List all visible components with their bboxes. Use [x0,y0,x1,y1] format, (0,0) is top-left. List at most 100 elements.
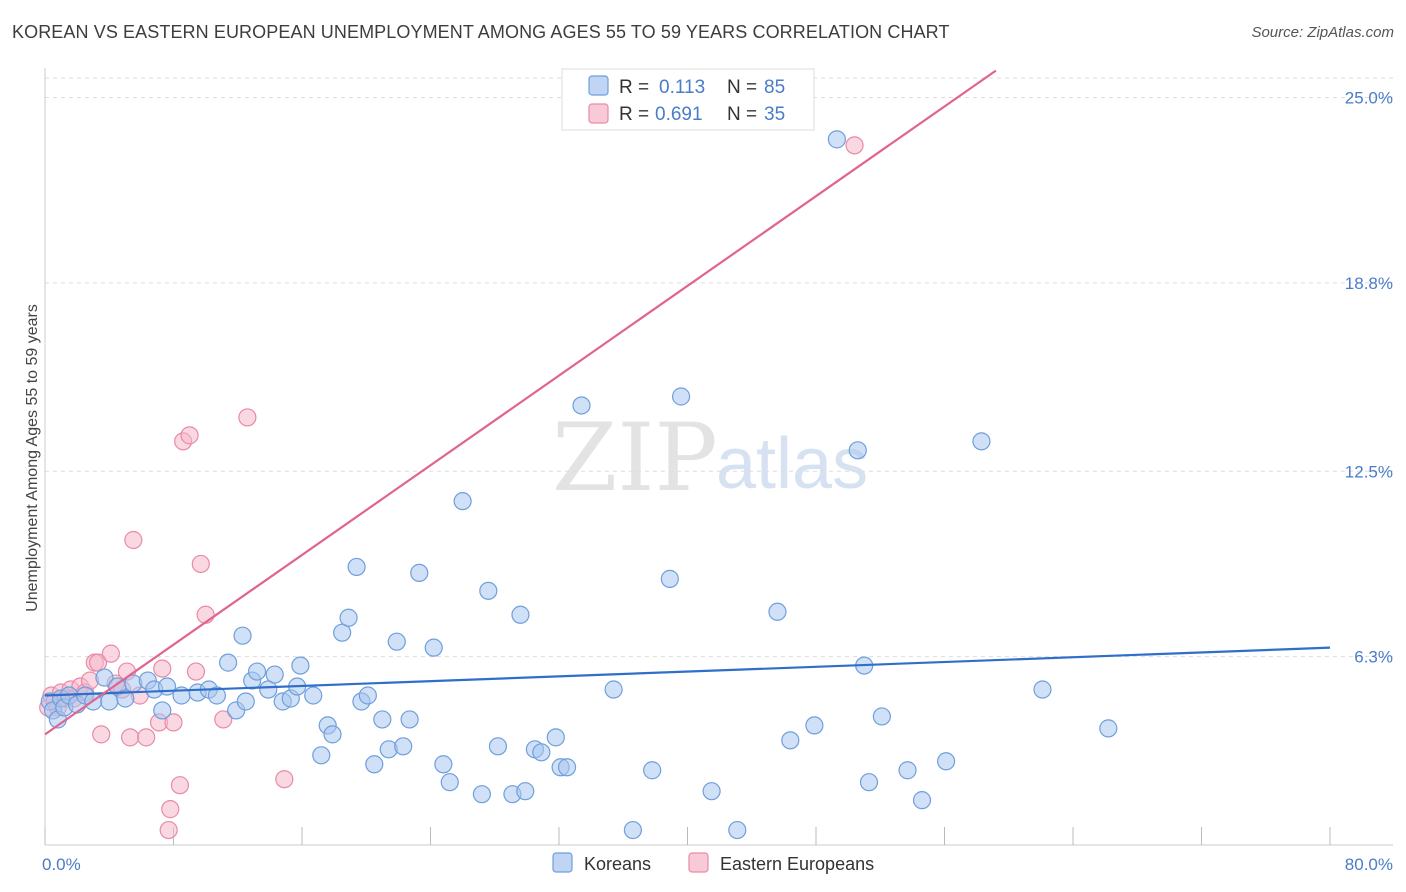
koreans-point [236,692,255,711]
koreans-point [572,396,591,415]
koreans-point [440,773,459,792]
x-tick-labels: 0.0% 80.0% [42,855,1393,874]
koreans-point [643,761,662,780]
koreans-point [1033,680,1052,699]
koreans-point [604,680,623,699]
source-credit: Source: ZipAtlas.com [1251,24,1394,41]
eastern-europeans-trend-line [44,69,997,736]
koreans-point [972,432,991,451]
bottom-legend-label-eastern: Eastern Europeans [720,854,874,874]
eastern-europeans-point [121,728,140,747]
koreans-point [247,662,267,681]
eastern-europeans-point [137,728,156,747]
koreans-point [702,782,721,801]
gridlines [45,77,1393,658]
bottom-legend: Koreans Eastern Europeans [552,852,874,874]
eastern-europeans-point [214,710,233,729]
bottom-legend-swatch-eastern [688,852,709,873]
watermark-atlas: atlas [716,424,868,504]
y-tick-label: 6.3% [1354,648,1393,667]
bottom-legend-swatch-koreans [552,852,573,873]
koreans-point [424,638,443,657]
koreans-point [898,761,917,780]
legend-r-label-eastern: R = [619,104,649,125]
koreans-point [365,755,384,774]
koreans-point [781,731,800,750]
legend-n-label-koreans: N = [727,77,757,98]
koreans-point [671,387,691,406]
koreans-point [153,701,172,720]
koreans-point [768,602,787,621]
eastern-europeans-point [124,530,143,550]
koreans-point [347,557,366,577]
bottom-legend-label-koreans: Koreans [584,854,651,874]
koreans-point [304,686,323,705]
koreans-point [453,492,472,511]
koreans-point [323,725,342,744]
koreans-point [728,820,747,840]
x-tick-label-min: 0.0% [42,855,81,874]
koreans-point [805,716,824,735]
koreans-point [937,752,956,771]
y-tick-labels: 6.3% 12.5% 18.8% 25.0% [1345,89,1393,667]
koreans-point [532,743,551,762]
koreans-point [333,623,352,642]
chart-title: KOREAN VS EASTERN EUROPEAN UNEMPLOYMENT … [12,22,950,42]
legend-r-value-eastern: 0.691 [655,104,703,125]
eastern-europeans-point [180,426,199,445]
legend-swatch-koreans [588,75,609,96]
eastern-europeans-point [159,820,178,840]
koreans-point [312,746,331,765]
legend-n-label-eastern: N = [727,104,757,125]
koreans-point [511,605,530,624]
koreans-point [859,773,879,792]
koreans-point [394,737,413,756]
eastern-europeans-point [238,408,257,427]
koreans-point [387,632,406,651]
eastern-europeans-point [196,605,215,624]
koreans-point [265,665,284,684]
koreans-point [623,820,642,840]
legend-box: R = 0.113 N = 85 R = 0.691 N = 35 [561,68,815,131]
koreans-point [358,686,377,705]
koreans-trend-line [44,646,1331,697]
koreans-point [557,758,577,777]
koreans-point [434,755,453,774]
koreans-point [827,130,846,149]
legend-n-value-eastern: 35 [764,104,785,125]
koreans-point [339,608,358,627]
koreans-point [1099,719,1118,738]
koreans-point [291,656,310,675]
koreans-point [912,791,932,810]
koreans-point [116,689,135,708]
koreans-point [233,626,252,645]
koreans-point [872,707,891,726]
legend-swatch-eastern-europeans [588,103,609,124]
x-tick-label-max: 80.0% [1345,855,1393,874]
legend-r-value-koreans: 0.113 [659,77,705,98]
koreans-point [100,692,119,711]
eastern-europeans-point [153,659,172,678]
y-tick-label: 25.0% [1345,89,1393,108]
koreans-point [516,782,535,801]
koreans-point [410,563,429,583]
koreans-point [95,668,114,687]
watermark-zip: ZIP [552,404,718,513]
koreans-points [40,130,1118,840]
koreans-point [207,686,226,705]
y-tick-label: 12.5% [1345,462,1393,481]
eastern-europeans-point [161,800,180,819]
koreans-point [488,737,508,756]
y-tick-label: 18.8% [1345,274,1393,293]
koreans-point [472,785,491,804]
koreans-point [259,680,278,699]
eastern-europeans-point [164,713,183,732]
eastern-europeans-point [845,136,864,155]
trend-lines [44,69,1331,736]
eastern-europeans-point [186,662,206,681]
koreans-point [848,441,867,460]
eastern-europeans-point [92,725,111,744]
legend-n-value-koreans: 85 [764,77,785,98]
legend-r-label-koreans: R = [619,77,649,98]
